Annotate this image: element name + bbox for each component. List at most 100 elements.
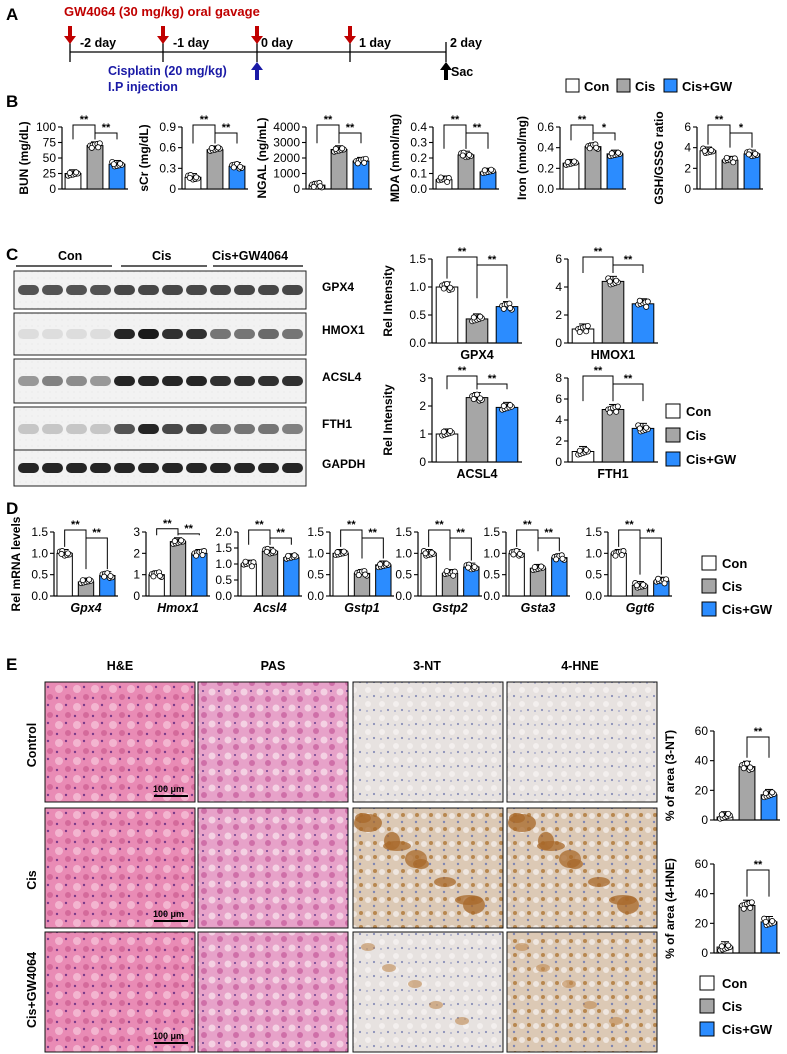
data-point (559, 555, 566, 562)
data-point (701, 147, 708, 154)
data-point (440, 428, 447, 435)
x-axis-label: Ggt6 (626, 601, 656, 615)
bar-cis (261, 550, 279, 597)
data-point (618, 552, 625, 559)
bar-cis (169, 541, 187, 597)
significance-label: ** (92, 527, 101, 539)
y-tick-label: 1.5 (215, 541, 232, 555)
significance-bracket (570, 124, 594, 141)
data-point (354, 160, 361, 167)
y-axis-label: Iron (nmol/mg) (515, 116, 529, 200)
significance-bracket (729, 132, 753, 148)
data-point (444, 178, 451, 185)
legend-e: Con Cis Cis+GW (699, 975, 773, 1037)
bar-con (435, 286, 459, 344)
blot-band (42, 285, 63, 295)
data-point (507, 305, 514, 312)
cisplatin-label: Cisplatin (20 mg/kg) (108, 64, 227, 78)
bar-cis (206, 149, 224, 190)
scale-bar-label: 100 μm (153, 784, 184, 794)
significance-label: ** (754, 726, 763, 738)
legend-swatch-cisgw (663, 78, 678, 93)
tissue-image (506, 931, 658, 1053)
bar-con (435, 433, 459, 463)
bar-con (332, 552, 349, 597)
bar-cis (738, 766, 756, 821)
data-point (171, 538, 178, 545)
data-point (593, 144, 600, 151)
y-tick-label: 0.1 (410, 167, 427, 181)
data-point (576, 329, 583, 336)
significance-bracket (582, 375, 614, 402)
legend-swatch-cis (616, 78, 631, 93)
chart-b2: 0 0.3 0.6 0.9 sCr (mg/dL) ** ** (137, 114, 248, 196)
y-tick-label: 1.0 (585, 546, 602, 560)
data-point (86, 576, 93, 583)
bar-cis (86, 145, 104, 190)
blot-band (234, 285, 255, 295)
brown-stain (536, 964, 550, 972)
legend-label: Cis (686, 428, 706, 443)
gw4064-label: GW4064 (30 mg/kg) oral gavage (64, 4, 260, 19)
bar-con (610, 552, 627, 597)
y-tick-label: 1.0 (215, 557, 232, 571)
y-tick-label: 0.0 (585, 589, 602, 603)
blot-band (138, 329, 159, 339)
bar-cis-gw (495, 306, 519, 344)
legend-b: Con Cis Cis+GW (565, 78, 733, 94)
data-point (613, 408, 620, 415)
data-point (310, 183, 317, 190)
histology-row-label: Cis (25, 870, 39, 890)
data-point (636, 297, 643, 304)
blot-band (66, 285, 87, 295)
legend-label: Con (722, 976, 747, 991)
significance-bracket (516, 529, 539, 547)
data-point (156, 572, 163, 579)
y-tick-label: 100 (36, 120, 56, 134)
blot-gapdh (13, 449, 307, 487)
significance-label: ** (458, 365, 467, 377)
blot-label: ACSL4 (322, 370, 362, 384)
y-tick-label: 1.0 (395, 546, 412, 560)
significance-bracket (707, 124, 731, 145)
panel-label-d: D (6, 499, 18, 518)
panel-label-c: C (6, 245, 18, 264)
tissue-cis-gw4064-pas (197, 931, 349, 1053)
brown-stain (583, 1001, 597, 1009)
data-point (576, 447, 583, 454)
y-tick-label: 0.5 (395, 568, 412, 582)
blot-band (162, 329, 183, 339)
blot-band (282, 376, 303, 386)
bar-con (699, 150, 717, 190)
legend-label: Con (686, 404, 711, 419)
blot-gpx4 (13, 270, 307, 310)
y-tick-label: 60 (695, 857, 709, 871)
significance-bracket (94, 132, 118, 140)
y-tick-label: 4 (555, 413, 562, 427)
data-point (613, 277, 620, 284)
brown-stain (562, 980, 576, 988)
y-tick-label: 0 (555, 455, 562, 469)
blot-band (66, 424, 87, 434)
chart-c4: 0 2 4 6 8 ** ** FTH1 (555, 365, 658, 481)
y-tick-label: 0.5 (215, 573, 232, 587)
blot-band (90, 463, 111, 473)
significance-bracket (192, 124, 216, 144)
y-tick-label: 0.4 (537, 141, 554, 155)
chart-d4: 0.0 0.5 1.0 1.5 ** ** Gstp1 (307, 519, 394, 615)
tissue-cis-h-e (44, 807, 196, 929)
y-tick-label: 0 (684, 182, 691, 196)
significance-bracket (592, 132, 616, 141)
significance-bracket (214, 132, 238, 144)
data-point (748, 899, 755, 906)
y-tick-label: 0.5 (31, 568, 48, 582)
y-tick-label: 6 (555, 392, 562, 406)
y-tick-label: 8 (555, 371, 562, 385)
data-point (586, 145, 593, 152)
data-point (443, 568, 450, 575)
chart-d5: 0.0 0.5 1.0 1.5 ** ** Gstp2 (395, 519, 482, 615)
y-tick-label: 0.5 (409, 308, 426, 322)
blot-band (90, 424, 111, 434)
significance-label: ** (578, 114, 587, 126)
x-axis-label: Gstp1 (344, 601, 379, 615)
